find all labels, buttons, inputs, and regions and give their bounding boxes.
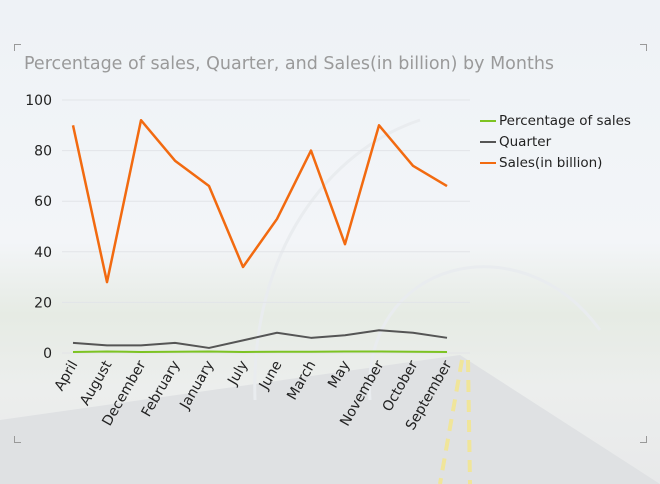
legend-item-sales: Sales(in billion) bbox=[480, 152, 631, 173]
legend-swatch bbox=[480, 140, 496, 143]
legend-label: Percentage of sales bbox=[499, 112, 631, 129]
x-tick-label: May bbox=[325, 358, 353, 391]
chart-title: Percentage of sales, Quarter, and Sales(… bbox=[24, 54, 555, 74]
legend-swatch bbox=[480, 161, 496, 164]
legend: Percentage of sales Quarter Sales(in bil… bbox=[480, 110, 631, 173]
y-tick-label: 20 bbox=[34, 295, 52, 311]
series-line-quarter bbox=[72, 329, 448, 349]
y-tick-label: 100 bbox=[25, 93, 52, 109]
selection-corner bbox=[640, 44, 647, 51]
x-tick-label: July bbox=[225, 358, 252, 389]
legend-label: Quarter bbox=[499, 133, 552, 150]
x-tick-label: March bbox=[284, 358, 319, 403]
series-line-sales-in-billion- bbox=[71, 118, 448, 284]
y-tick-label: 40 bbox=[34, 245, 52, 261]
legend-swatch bbox=[480, 119, 496, 122]
y-tick-label: 80 bbox=[34, 144, 52, 160]
selection-corner bbox=[14, 44, 21, 51]
selection-corner bbox=[640, 436, 647, 443]
x-tick-label: June bbox=[256, 358, 286, 393]
legend-item-percentage: Percentage of sales bbox=[480, 110, 631, 131]
y-tick-label: 0 bbox=[43, 346, 52, 362]
series-line-percentage-of-sales bbox=[72, 350, 448, 353]
y-tick-label: 60 bbox=[34, 194, 52, 210]
x-tick-label: April bbox=[52, 358, 82, 394]
legend-label: Sales(in billion) bbox=[499, 154, 603, 171]
legend-item-quarter: Quarter bbox=[480, 131, 631, 152]
selection-corner bbox=[14, 436, 21, 443]
